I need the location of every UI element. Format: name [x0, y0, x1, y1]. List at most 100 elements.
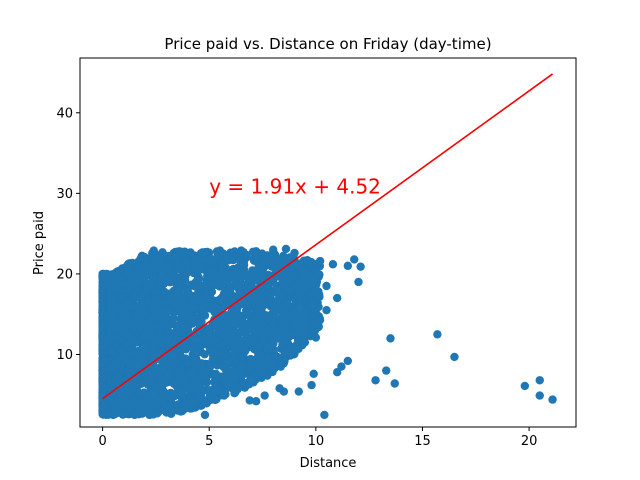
- scatter-point: [109, 278, 119, 288]
- scatter-point: [227, 321, 236, 330]
- plot-area: [98, 73, 557, 420]
- y-axis-label: Price paid: [32, 211, 47, 275]
- scatter-point: [165, 251, 174, 261]
- scatter-point: [191, 378, 201, 388]
- scatter-point: [240, 347, 250, 356]
- scatter-point: [144, 297, 154, 306]
- scatter-point: [311, 311, 320, 321]
- scatter-point: [115, 355, 125, 364]
- scatter-point: [197, 281, 207, 291]
- scatter-point: [205, 330, 215, 340]
- scatter-point: [300, 319, 309, 328]
- scatter-point: [183, 326, 193, 335]
- scatter-point: [190, 304, 199, 313]
- scatter-point: [168, 351, 178, 360]
- scatter-point: [149, 391, 159, 400]
- y-tick-label: 30: [56, 187, 73, 202]
- y-tick-label: 20: [56, 267, 73, 282]
- scatter-point: [231, 351, 240, 361]
- scatter-point: [130, 303, 139, 312]
- scatter-point: [312, 290, 322, 300]
- scatter-point: [231, 388, 240, 397]
- scatter-point: [98, 358, 107, 367]
- scatter-point: [332, 293, 342, 303]
- scatter-point: [271, 324, 280, 333]
- scatter-point: [279, 310, 288, 320]
- scatter-point: [193, 289, 203, 299]
- scatter-point: [162, 408, 171, 417]
- scatter-point: [164, 371, 174, 380]
- scatter-point: [233, 281, 242, 291]
- scatter-point: [285, 301, 294, 311]
- scatter-point: [520, 381, 530, 391]
- scatter-point: [356, 262, 365, 271]
- scatter-point: [251, 247, 261, 256]
- scatter-point: [322, 305, 331, 315]
- x-tick-label: 10: [308, 434, 325, 449]
- scatter-point: [150, 287, 160, 297]
- scatter-point: [113, 402, 123, 411]
- scatter-point: [247, 356, 257, 366]
- scatter-point: [137, 355, 147, 365]
- scatter-point: [535, 376, 544, 385]
- scatter-point: [215, 246, 225, 255]
- scatter-point: [125, 365, 135, 375]
- scatter-point: [149, 305, 158, 315]
- scatter-point: [115, 373, 124, 382]
- scatter-point: [243, 299, 252, 308]
- scatter-point: [165, 333, 175, 343]
- scatter-point: [264, 353, 274, 362]
- scatter-point: [173, 406, 182, 415]
- scatter-point: [98, 402, 107, 412]
- scatter-point: [226, 368, 235, 377]
- scatter-point: [289, 271, 298, 281]
- scatter-point: [179, 402, 188, 412]
- x-tick-label: 5: [205, 434, 213, 449]
- scatter-point: [183, 268, 192, 277]
- scatter-point: [98, 285, 107, 295]
- scatter-point: [203, 273, 212, 283]
- scatter-point: [307, 380, 316, 390]
- scatter-point: [211, 372, 220, 382]
- scatter-point: [143, 260, 153, 269]
- scatter-point: [243, 308, 252, 317]
- scatter-point: [245, 274, 255, 284]
- scatter-point: [200, 410, 210, 420]
- scatter-point: [140, 343, 149, 353]
- scatter-point: [126, 347, 136, 356]
- scatter-point: [548, 395, 557, 404]
- scatter-point: [208, 355, 217, 364]
- scatter-point: [343, 356, 353, 366]
- scatter-point: [244, 325, 254, 334]
- scatter-point: [143, 396, 152, 406]
- scatter-point: [137, 291, 146, 300]
- scatter-point: [107, 347, 116, 357]
- scatter-point: [105, 364, 115, 373]
- scatter-point: [175, 247, 184, 256]
- scatter-point: [120, 323, 130, 333]
- scatter-point: [137, 390, 147, 400]
- scatter-point: [246, 375, 256, 384]
- x-axis-label: Distance: [300, 456, 357, 471]
- scatter-point: [242, 250, 252, 260]
- scatter-point: [278, 270, 287, 279]
- scatter-point: [112, 334, 121, 343]
- scatter-point: [311, 333, 321, 342]
- scatter-point: [216, 278, 226, 287]
- scatter-point: [278, 340, 287, 349]
- scatter-point: [167, 261, 176, 271]
- y-tick-label: 10: [56, 348, 73, 363]
- scatter-point: [136, 262, 145, 271]
- scatter-point: [260, 391, 269, 400]
- scatter-point: [258, 364, 268, 374]
- scatter-point: [296, 303, 305, 312]
- scatter-point: [220, 373, 230, 383]
- scatter-point: [178, 312, 188, 321]
- y-tick-label: 40: [56, 106, 73, 121]
- scatter-point: [278, 325, 288, 334]
- scatter-point: [161, 378, 171, 387]
- scatter-point: [173, 287, 182, 297]
- scatter-point: [166, 306, 175, 316]
- scatter-point: [192, 258, 202, 267]
- scatter-point: [290, 248, 299, 258]
